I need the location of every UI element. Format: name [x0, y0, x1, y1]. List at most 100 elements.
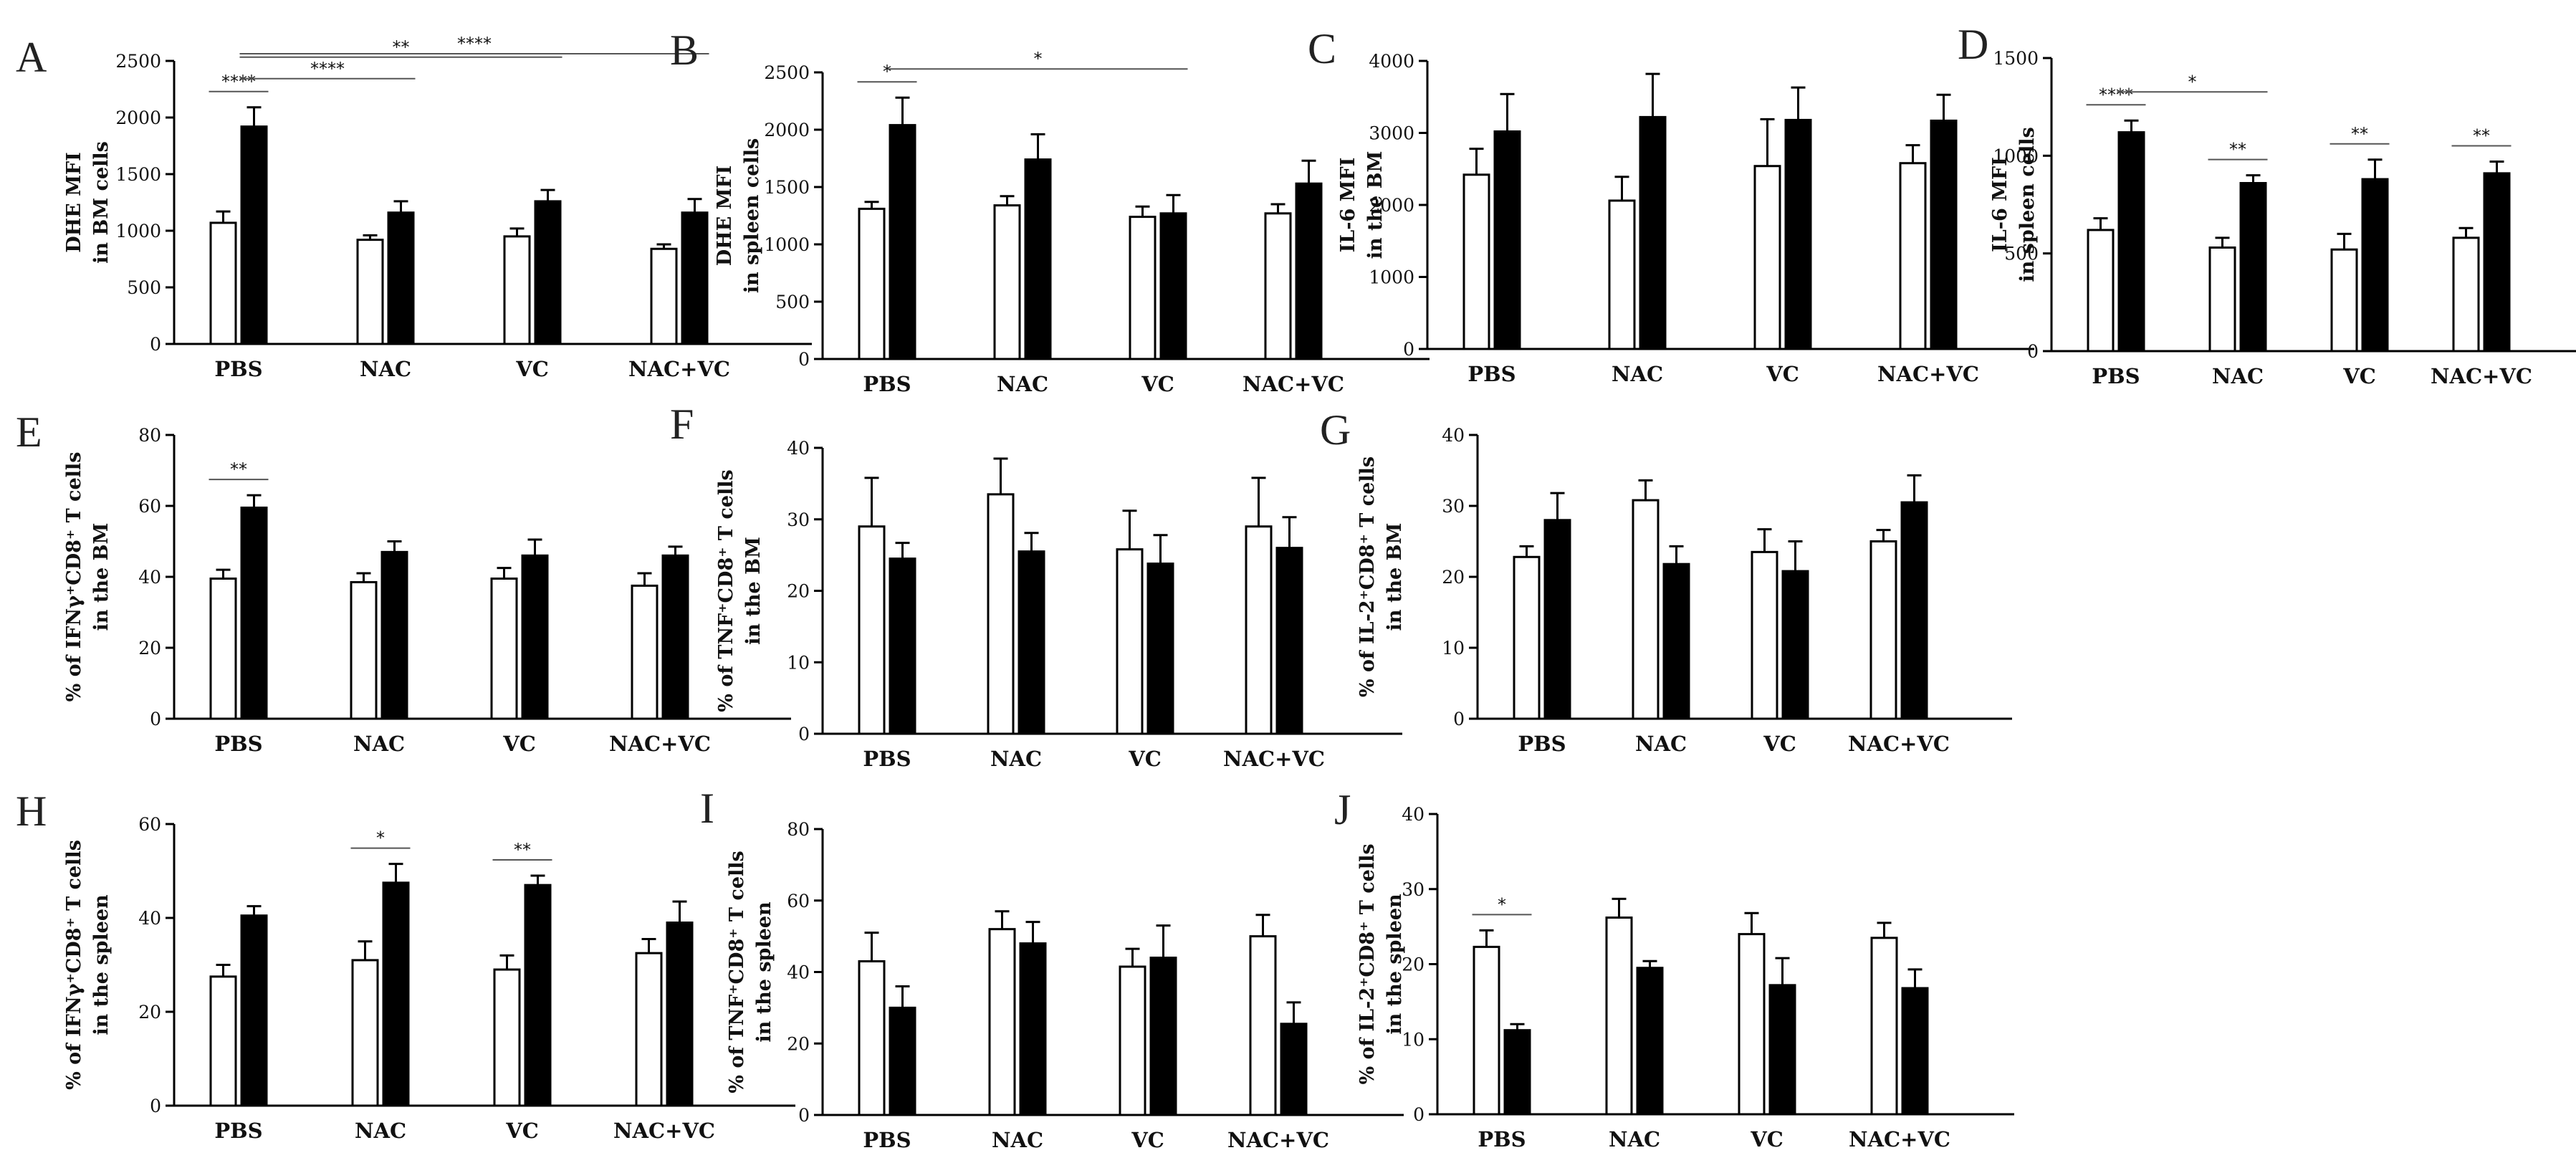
significance-label: **	[2351, 124, 2368, 144]
category-label: PBS	[214, 1119, 262, 1143]
chart-panel-g: G 0 10 20 30 40 % of IL-2⁺CD8⁺ T cells in the B…	[1320, 406, 2012, 756]
bar-control-vc	[2330, 248, 2358, 353]
y-axis-label-line: in spleen cells	[2016, 127, 2039, 282]
significance-label: *	[376, 828, 385, 848]
category-label: NAC	[1612, 362, 1663, 386]
bar-treated-pbs	[240, 506, 268, 720]
y-tick-label: 60	[138, 496, 161, 517]
category-label: VC	[1141, 372, 1174, 396]
y-tick-label: 10	[1442, 638, 1465, 659]
bar-control-nac-vc	[1869, 540, 1897, 720]
bar-treated-nac-vc	[2483, 172, 2511, 353]
panel-letter: B	[670, 27, 699, 74]
y-axis-label: IL-6 MFI in the BM	[1337, 151, 1387, 259]
y-tick-label: 40	[1402, 804, 1425, 825]
category-label: VC	[1750, 1127, 1783, 1152]
panel-letter: C	[1308, 25, 1336, 72]
bar-control-nac-vc	[1249, 935, 1277, 1116]
bar-control-pbs	[209, 975, 237, 1107]
category-label: NAC+VC	[1223, 747, 1325, 771]
category-label: PBS	[2092, 364, 2140, 388]
panel-letter: E	[16, 408, 42, 456]
bar-control-nac	[993, 204, 1021, 360]
bar-control-pbs	[1462, 173, 1490, 350]
bar-treated-pbs	[2117, 131, 2145, 353]
y-tick-label: 2500	[115, 51, 161, 72]
panel-letter: J	[1334, 786, 1351, 833]
bar-control-nac-vc	[1245, 525, 1273, 735]
y-tick-label: 2000	[764, 120, 810, 140]
y-tick-label: 30	[1402, 879, 1425, 900]
bar-control-nac	[1605, 916, 1633, 1116]
chart-panel-d: D 0 500 1000 1500 IL-6 MFI in spleen cells PBS N…	[1958, 21, 2576, 388]
bar-treated-pbs	[889, 557, 916, 735]
bar-treated-pbs	[240, 914, 268, 1107]
bar-control-vc	[493, 968, 521, 1107]
bar-treated-nac	[380, 550, 408, 720]
panel-letter: A	[16, 34, 47, 81]
bar-treated-nac-vc	[1901, 987, 1929, 1116]
bar-control-nac	[356, 239, 384, 345]
category-label: NAC+VC	[1227, 1128, 1329, 1152]
category-label: PBS	[1518, 732, 1566, 756]
y-tick-label: 500	[127, 277, 161, 298]
y-axis-label-line: % of IL-2⁺CD8⁺ T cells	[1356, 843, 1379, 1084]
y-tick-label: 80	[138, 425, 161, 446]
significance-label: *	[1498, 894, 1506, 914]
y-tick-label: 60	[138, 814, 161, 835]
y-tick-label: 30	[1442, 496, 1465, 517]
y-tick-label: 1000	[115, 221, 161, 241]
bar-control-pbs	[2087, 229, 2115, 353]
bar-control-pbs	[858, 207, 886, 360]
y-axis-label-line: in BM cells	[90, 141, 112, 264]
category-label: VC	[1128, 747, 1162, 771]
bar-treated-nac-vc	[1295, 182, 1323, 360]
bar-control-nac-vc	[650, 247, 678, 345]
category-label: VC	[515, 357, 549, 381]
bar-control-vc	[1119, 965, 1146, 1116]
y-tick-label: 0	[798, 724, 810, 745]
bar-treated-vc	[2361, 178, 2389, 353]
bar-treated-pbs	[889, 124, 916, 360]
y-axis-label: % of IL-2⁺CD8⁺ T cells in the spleen	[1356, 843, 1406, 1084]
bar-treated-nac	[1662, 563, 1690, 720]
significance-label: ****	[2099, 85, 2133, 105]
bar-control-nac-vc	[1264, 212, 1292, 360]
chart-panel-j: J 0 10 20 30 40 % of IL-2⁺CD8⁺ T cells in the s…	[1334, 786, 2014, 1152]
category-label: PBS	[1467, 362, 1516, 386]
bar-treated-nac	[1639, 115, 1667, 350]
bar-treated-vc	[1781, 570, 1809, 720]
y-tick-label: 1000	[1369, 267, 1414, 288]
bar-control-nac	[2208, 246, 2236, 353]
bar-control-nac	[1632, 499, 1660, 720]
bar-control-pbs	[1473, 945, 1500, 1116]
bar-treated-nac-vc	[1275, 547, 1303, 735]
y-tick-label: 0	[798, 349, 810, 370]
bar-treated-nac-vc	[1280, 1023, 1308, 1116]
y-tick-label: 60	[787, 891, 810, 911]
significance-label: ****	[457, 34, 492, 54]
bar-treated-nac-vc	[681, 211, 709, 345]
y-tick-label: 1000	[764, 234, 810, 255]
significance-label: **	[2229, 140, 2246, 160]
y-tick-label: 0	[150, 334, 161, 355]
y-tick-label: 0	[150, 1096, 161, 1116]
bar-treated-vc	[534, 200, 562, 345]
panel-letter: G	[1320, 406, 1351, 454]
category-label: VC	[505, 1119, 539, 1143]
category-label: NAC	[355, 1119, 406, 1143]
category-label: PBS	[214, 357, 262, 381]
bar-treated-nac	[1018, 550, 1045, 735]
bar-treated-pbs	[1543, 519, 1571, 720]
y-tick-label: 30	[787, 509, 810, 530]
bar-control-pbs	[858, 960, 886, 1116]
y-axis-label-line: in spleen cells	[741, 138, 763, 293]
bar-treated-nac-vc	[666, 922, 694, 1107]
y-tick-label: 0	[1413, 1104, 1425, 1125]
panel-letter: I	[700, 785, 714, 832]
bar-treated-pbs	[889, 1006, 916, 1116]
